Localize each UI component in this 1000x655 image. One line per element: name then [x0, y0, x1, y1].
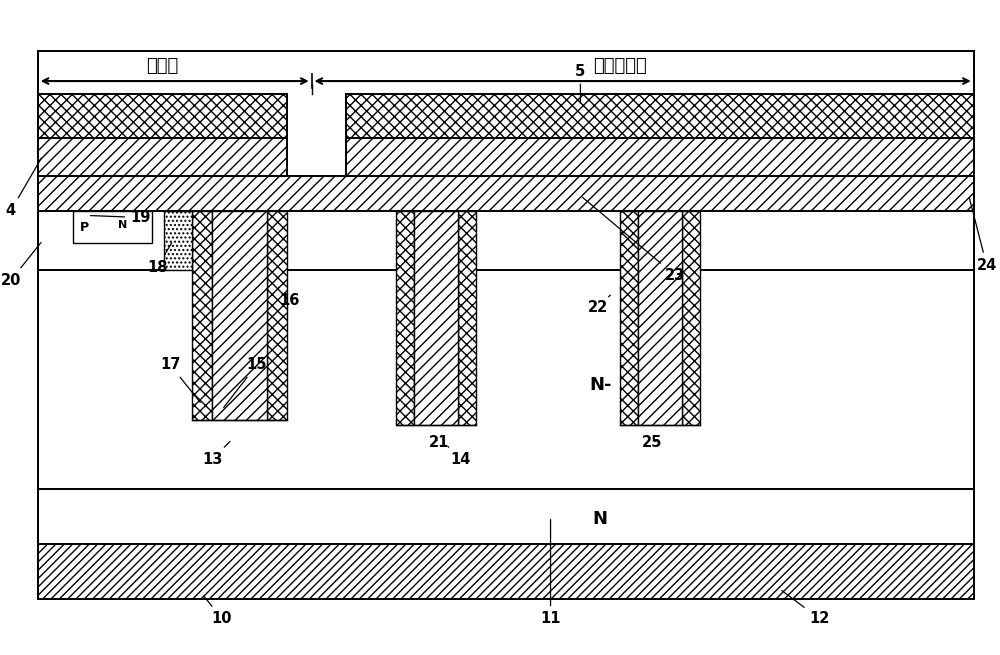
Text: P: P	[80, 221, 89, 234]
Text: 有源区: 有源区	[146, 57, 178, 75]
Text: 18: 18	[147, 243, 172, 274]
Bar	[267, 210, 287, 420]
Text: 21: 21	[429, 435, 449, 450]
Text: 24: 24	[969, 198, 997, 272]
Text: N: N	[593, 510, 608, 528]
Bar	[682, 210, 700, 424]
Text: 19: 19	[90, 210, 151, 225]
Bar	[396, 210, 414, 424]
Bar	[38, 94, 287, 138]
Text: N: N	[118, 221, 127, 231]
Bar	[38, 51, 974, 599]
Text: 20: 20	[1, 242, 41, 288]
Text: 13: 13	[202, 441, 230, 467]
Bar	[620, 210, 638, 424]
Text: N-: N-	[589, 376, 612, 394]
Text: 12: 12	[782, 591, 830, 626]
Bar	[38, 51, 974, 599]
Bar	[164, 210, 192, 271]
Text: 23: 23	[583, 197, 685, 283]
Text: 14: 14	[448, 447, 471, 467]
Text: 10: 10	[204, 596, 232, 626]
Bar	[346, 94, 974, 138]
Bar	[38, 176, 974, 210]
Text: 25: 25	[642, 435, 662, 450]
Bar	[38, 489, 974, 544]
Text: 耐压保护区: 耐压保护区	[593, 57, 647, 75]
Text: 16: 16	[279, 288, 300, 308]
Bar	[38, 210, 192, 271]
Bar	[212, 210, 267, 420]
Bar	[38, 138, 287, 176]
Bar	[38, 271, 974, 489]
Bar	[414, 210, 458, 424]
Bar	[38, 544, 974, 599]
Text: 17: 17	[160, 358, 200, 402]
Bar	[458, 210, 476, 424]
Bar	[346, 138, 974, 176]
Text: 11: 11	[540, 519, 561, 626]
Bar	[638, 210, 682, 424]
Bar	[73, 210, 152, 244]
Text: 22: 22	[588, 295, 610, 314]
Text: 15: 15	[224, 358, 267, 407]
Text: 5: 5	[575, 64, 586, 103]
Text: 4: 4	[6, 158, 41, 218]
Bar	[192, 210, 212, 420]
